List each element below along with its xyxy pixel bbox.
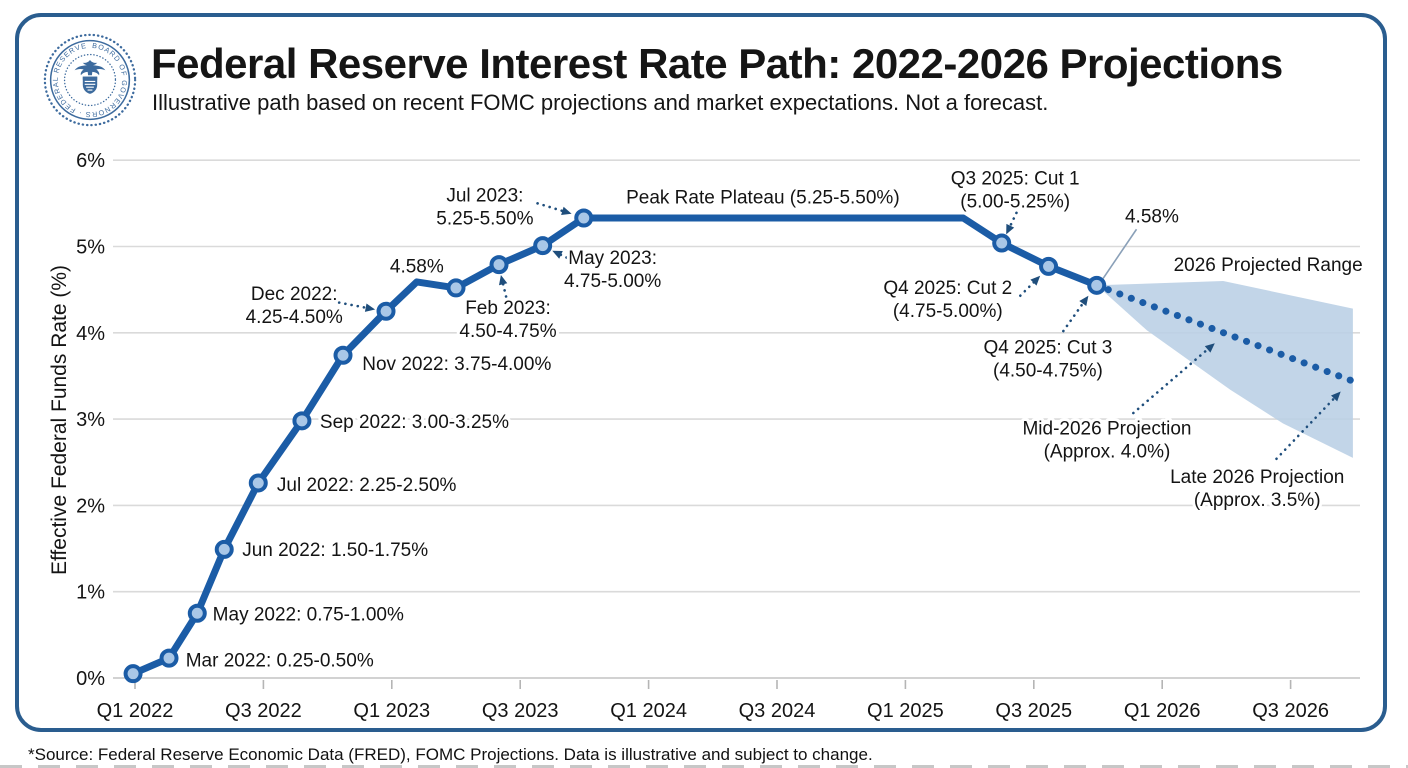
data-point-marker [333, 345, 353, 365]
x-tick-label: Q1 2022 [97, 700, 174, 722]
ann-late-2026: Late 2026 Projection (Approx. 3.5%) [1170, 467, 1344, 511]
data-point-marker [187, 603, 207, 623]
ann-mid-2026-dotted-arrow [1132, 347, 1211, 415]
data-point-marker [574, 208, 594, 228]
seal-inner-dotted-ring [63, 53, 117, 107]
data-point-marker [214, 539, 234, 559]
y-tick-label: 5% [76, 237, 105, 259]
x-tick-label: Q3 2024 [739, 700, 816, 722]
seal-eagle-icon [74, 59, 106, 94]
projection-band-2026 [1096, 281, 1353, 458]
x-tick-label: Q3 2025 [995, 700, 1072, 722]
ann-may-2023: May 2023: 4.75-5.00% [564, 248, 661, 292]
ann-cut2-dotted-arrow [1019, 280, 1036, 297]
ann-feb-2023-dotted-arrow [501, 281, 508, 298]
ann-dec-2022: Dec 2022: 4.25-4.50% [246, 284, 343, 328]
data-point-marker [992, 233, 1012, 253]
ann-cut3: Q4 2025: Cut 3 (4.50-4.75%) [983, 338, 1112, 382]
ann-may-2023-arrowhead [552, 250, 563, 259]
data-point-marker [1087, 275, 1107, 295]
ann-feb-2023: Feb 2023: 4.50-4.75% [459, 298, 556, 342]
ann-cut1-arrowhead [1006, 223, 1015, 235]
y-axis-title: Effective Federal Funds Rate (%) [48, 265, 71, 575]
ann-feb-2023-arrowhead [499, 275, 508, 286]
x-tick-label: Q3 2023 [482, 700, 559, 722]
ann-plateau: Peak Rate Plateau (5.25-5.50%) [626, 187, 900, 208]
x-tick-label: Q1 2023 [353, 700, 430, 722]
x-tick-label: Q3 2026 [1252, 700, 1329, 722]
ann-458-2023: 4.58% [390, 256, 444, 277]
ann-range: 2026 Projected Range [1174, 255, 1363, 276]
y-tick-label: 0% [76, 668, 105, 690]
data-point-marker [123, 664, 143, 684]
rate-series-line [129, 214, 1101, 678]
ann-jun-2022: Jun 2022: 1.50-1.75% [242, 540, 428, 561]
y-tick-label: 1% [76, 582, 105, 604]
ann-cut2: Q4 2025: Cut 2 (4.75-5.00%) [883, 278, 1012, 322]
ann-cut3-dotted-arrow [1062, 300, 1086, 333]
ann-cut2-arrowhead [1030, 275, 1041, 286]
ann-late-2026-arrowhead [1331, 391, 1341, 402]
source-note: *Source: Federal Reserve Economic Data (… [28, 745, 873, 764]
seal-outer-dotted-ring [43, 33, 137, 127]
x-tick-label: Q1 2025 [867, 700, 944, 722]
ann-jul-2023-arrowhead [561, 206, 572, 215]
ann-jul-2023-dotted-arrow [536, 202, 566, 213]
ann-cut3-arrowhead [1079, 295, 1089, 306]
data-point-marker [248, 473, 268, 493]
ann-dec-2022-dotted-arrow [337, 301, 369, 310]
seal-outer-ring [49, 39, 131, 121]
x-tick-label: Q3 2022 [225, 700, 302, 722]
ann-mid-2026-arrowhead [1204, 343, 1215, 353]
ann-nov-2022: Nov 2022: 3.75-4.00% [362, 354, 551, 375]
ann-mid-2026: Mid-2026 Projection (Approx. 4.0%) [1022, 419, 1191, 463]
chart-frame [15, 13, 1387, 732]
data-point-marker [533, 236, 553, 256]
ann-jul-2022: Jul 2022: 2.25-2.50% [277, 475, 457, 496]
page-title: Federal Reserve Interest Rate Path: 2022… [151, 40, 1283, 87]
data-point-marker [446, 278, 466, 298]
y-tick-label: 3% [76, 409, 105, 431]
data-point-marker [1039, 256, 1059, 276]
data-point-marker [292, 411, 312, 431]
ann-cut1-dotted-arrow [1008, 211, 1018, 229]
y-tick-label: 4% [76, 323, 105, 345]
ann-mar-2022: Mar 2022: 0.25-0.50% [186, 650, 374, 671]
data-point-marker [489, 255, 509, 275]
ann-jul-2023: Jul 2023: 5.25-5.50% [436, 186, 533, 230]
data-point-marker [159, 648, 179, 668]
ann-458-2025-connector [1102, 228, 1138, 279]
y-tick-label: 6% [76, 150, 105, 172]
x-tick-label: Q1 2024 [610, 700, 687, 722]
data-point-marker [376, 301, 396, 321]
projection-dotted-line [1093, 281, 1357, 385]
x-tick-label: Q1 2026 [1124, 700, 1201, 722]
ann-458-2025: 4.58% [1125, 206, 1179, 227]
ann-may-2022: May 2022: 0.75-1.00% [213, 605, 404, 626]
federal-reserve-seal-logo: BOARD OF GOVERNORS · FEDERAL RESERVE SYS… [42, 32, 137, 127]
page-subtitle: Illustrative path based on recent FOMC p… [152, 90, 1049, 115]
screen-bottom-edge [0, 765, 1408, 768]
ann-sep-2022: Sep 2022: 3.00-3.25% [320, 412, 509, 433]
ann-cut1: Q3 2025: Cut 1 (5.00-5.25%) [951, 168, 1080, 212]
ann-dec-2022-arrowhead [364, 303, 376, 312]
y-tick-label: 2% [76, 495, 105, 517]
